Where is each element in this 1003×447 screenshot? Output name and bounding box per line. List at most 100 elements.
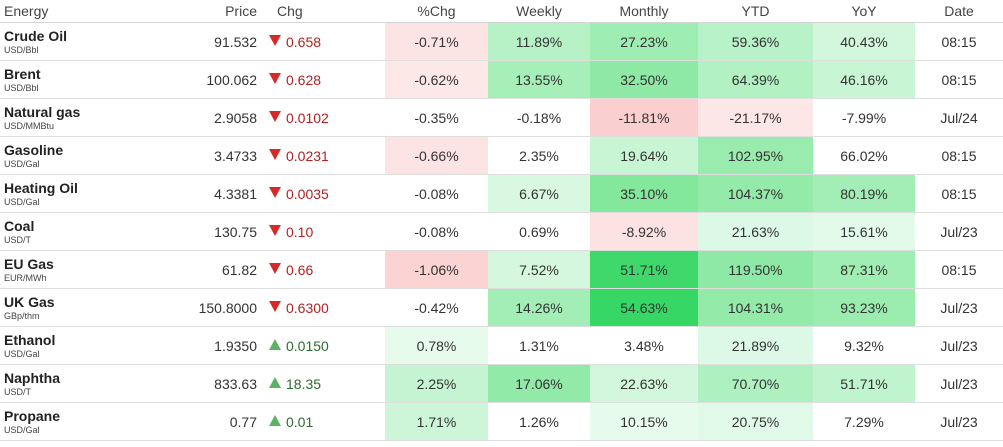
- commodity-cell: Coal USD/T: [0, 212, 125, 251]
- commodity-unit: USD/Bbl: [4, 82, 39, 93]
- change-value: 0.6300: [286, 299, 329, 316]
- table-row[interactable]: Crude Oil USD/Bbl 91.532 0.658 -0.71% 11.89% 2…: [0, 22, 1003, 61]
- up-arrow-icon: [269, 376, 281, 388]
- pct-change-cell: -0.42%: [385, 288, 488, 327]
- commodity-name-link[interactable]: Heating Oil: [4, 179, 78, 196]
- commodity-cell: Gasoline USD/Gal: [0, 136, 125, 175]
- commodity-name-link[interactable]: Gasoline: [4, 141, 64, 158]
- down-arrow-icon: [269, 224, 281, 236]
- pct-change-cell: 0.78%: [385, 326, 488, 365]
- monthly-cell: 32.50%: [590, 60, 698, 99]
- date-cell: Jul/23: [915, 364, 1003, 403]
- price-cell: 150.8000: [125, 288, 265, 327]
- commodity-cell: Propane USD/Gal: [0, 402, 125, 441]
- col-header-weekly[interactable]: Weekly: [488, 0, 590, 23]
- date-cell: Jul/23: [915, 212, 1003, 251]
- ytd-cell: 20.75%: [698, 402, 813, 441]
- table-row[interactable]: UK Gas GBp/thm 150.8000 0.6300 -0.42% 14.26% 5…: [0, 288, 1003, 327]
- commodity-unit: USD/Gal: [4, 424, 40, 435]
- monthly-cell: 22.63%: [590, 364, 698, 403]
- commodity-name-link[interactable]: UK Gas: [4, 293, 55, 310]
- change-cell: 0.658: [265, 22, 385, 61]
- change-cell: 0.10: [265, 212, 385, 251]
- ytd-cell: 64.39%: [698, 60, 813, 99]
- price-cell: 833.63: [125, 364, 265, 403]
- table-row[interactable]: Brent USD/Bbl 100.062 0.628 -0.62% 13.55% 32.5…: [0, 60, 1003, 99]
- pct-change-cell: 1.71%: [385, 402, 488, 441]
- down-arrow-icon: [269, 186, 281, 198]
- commodity-cell: Heating Oil USD/Gal: [0, 174, 125, 213]
- table-row[interactable]: Coal USD/T 130.75 0.10 -0.08% 0.69% -8.92% 21.6…: [0, 212, 1003, 251]
- date-cell: 08:15: [915, 136, 1003, 175]
- change-value: 0.0150: [286, 337, 329, 354]
- change-value: 0.66: [286, 261, 314, 278]
- monthly-cell: -8.92%: [590, 212, 698, 251]
- date-cell: Jul/23: [915, 326, 1003, 365]
- col-header-ytd[interactable]: YTD: [698, 0, 813, 23]
- weekly-cell: 17.06%: [488, 364, 590, 403]
- yoy-cell: -7.99%: [813, 98, 915, 137]
- commodity-cell: Brent USD/Bbl: [0, 60, 125, 99]
- table-row[interactable]: Heating Oil USD/Gal 4.3381 0.0035 -0.08% 6.67…: [0, 174, 1003, 213]
- monthly-cell: 51.71%: [590, 250, 698, 289]
- date-cell: 08:15: [915, 250, 1003, 289]
- col-header-monthly[interactable]: Monthly: [590, 0, 698, 23]
- commodity-cell: Naphtha USD/T: [0, 364, 125, 403]
- commodity-name-link[interactable]: Natural gas: [4, 103, 81, 120]
- col-header-yoy[interactable]: YoY: [813, 0, 915, 23]
- ytd-cell: 119.50%: [698, 250, 813, 289]
- table-row[interactable]: Naphtha USD/T 833.63 18.35 2.25% 17.06% 22.63%…: [0, 364, 1003, 403]
- price-cell: 0.77: [125, 402, 265, 441]
- commodity-name-link[interactable]: Ethanol: [4, 331, 56, 348]
- commodity-unit: USD/Gal: [4, 158, 40, 169]
- col-header-energy[interactable]: Energy: [0, 0, 125, 23]
- monthly-cell: 19.64%: [590, 136, 698, 175]
- table-row[interactable]: Propane USD/Gal 0.77 0.01 1.71% 1.26% 10.15% 20…: [0, 402, 1003, 441]
- col-header-date[interactable]: Date: [915, 0, 1003, 23]
- commodity-unit: USD/Bbl: [4, 44, 39, 55]
- commodity-name-link[interactable]: EU Gas: [4, 255, 54, 272]
- change-cell: 0.0231: [265, 136, 385, 175]
- pct-change-cell: -0.71%: [385, 22, 488, 61]
- weekly-cell: 6.67%: [488, 174, 590, 213]
- yoy-cell: 93.23%: [813, 288, 915, 327]
- pct-change-cell: -0.35%: [385, 98, 488, 137]
- table-row[interactable]: Ethanol USD/Gal 1.9350 0.0150 0.78% 1.31% 3.48…: [0, 326, 1003, 365]
- yoy-cell: 15.61%: [813, 212, 915, 251]
- price-cell: 2.9058: [125, 98, 265, 137]
- commodity-name-link[interactable]: Coal: [4, 217, 35, 234]
- commodity-name-link[interactable]: Propane: [4, 407, 61, 424]
- monthly-cell: 35.10%: [590, 174, 698, 213]
- yoy-cell: 7.29%: [813, 402, 915, 441]
- yoy-cell: 40.43%: [813, 22, 915, 61]
- ytd-cell: 104.31%: [698, 288, 813, 327]
- change-cell: 0.66: [265, 250, 385, 289]
- table-body: Crude Oil USD/Bbl 91.532 0.658 -0.71% 11.89% 2…: [0, 22, 1003, 441]
- col-header-pct-chg[interactable]: %Chg: [385, 0, 488, 23]
- commodity-name-link[interactable]: Naphtha: [4, 369, 60, 386]
- table-row[interactable]: Gasoline USD/Gal 3.4733 0.0231 -0.66% 2.35% 19…: [0, 136, 1003, 175]
- change-cell: 18.35: [265, 364, 385, 403]
- commodity-unit: USD/Gal: [4, 348, 40, 359]
- col-header-price[interactable]: Price: [125, 0, 265, 23]
- commodity-cell: UK Gas GBp/thm: [0, 288, 125, 327]
- commodity-name-link[interactable]: Brent: [4, 65, 41, 82]
- up-arrow-icon: [269, 338, 281, 350]
- ytd-cell: 102.95%: [698, 136, 813, 175]
- date-cell: 08:15: [915, 60, 1003, 99]
- change-value: 0.0231: [286, 147, 329, 164]
- col-header-chg[interactable]: Chg: [265, 0, 385, 23]
- change-value: 0.0102: [286, 109, 329, 126]
- date-cell: Jul/24: [915, 98, 1003, 137]
- price-cell: 91.532: [125, 22, 265, 61]
- down-arrow-icon: [269, 148, 281, 160]
- pct-change-cell: -1.06%: [385, 250, 488, 289]
- ytd-cell: 21.89%: [698, 326, 813, 365]
- table-row[interactable]: Natural gas USD/MMBtu 2.9058 0.0102 -0.35% -0…: [0, 98, 1003, 137]
- price-cell: 3.4733: [125, 136, 265, 175]
- change-cell: 0.628: [265, 60, 385, 99]
- table-row[interactable]: EU Gas EUR/MWh 61.82 0.66 -1.06% 7.52% 51.71% 1…: [0, 250, 1003, 289]
- commodity-cell: Ethanol USD/Gal: [0, 326, 125, 365]
- commodity-cell: Natural gas USD/MMBtu: [0, 98, 125, 137]
- commodity-name-link[interactable]: Crude Oil: [4, 27, 68, 44]
